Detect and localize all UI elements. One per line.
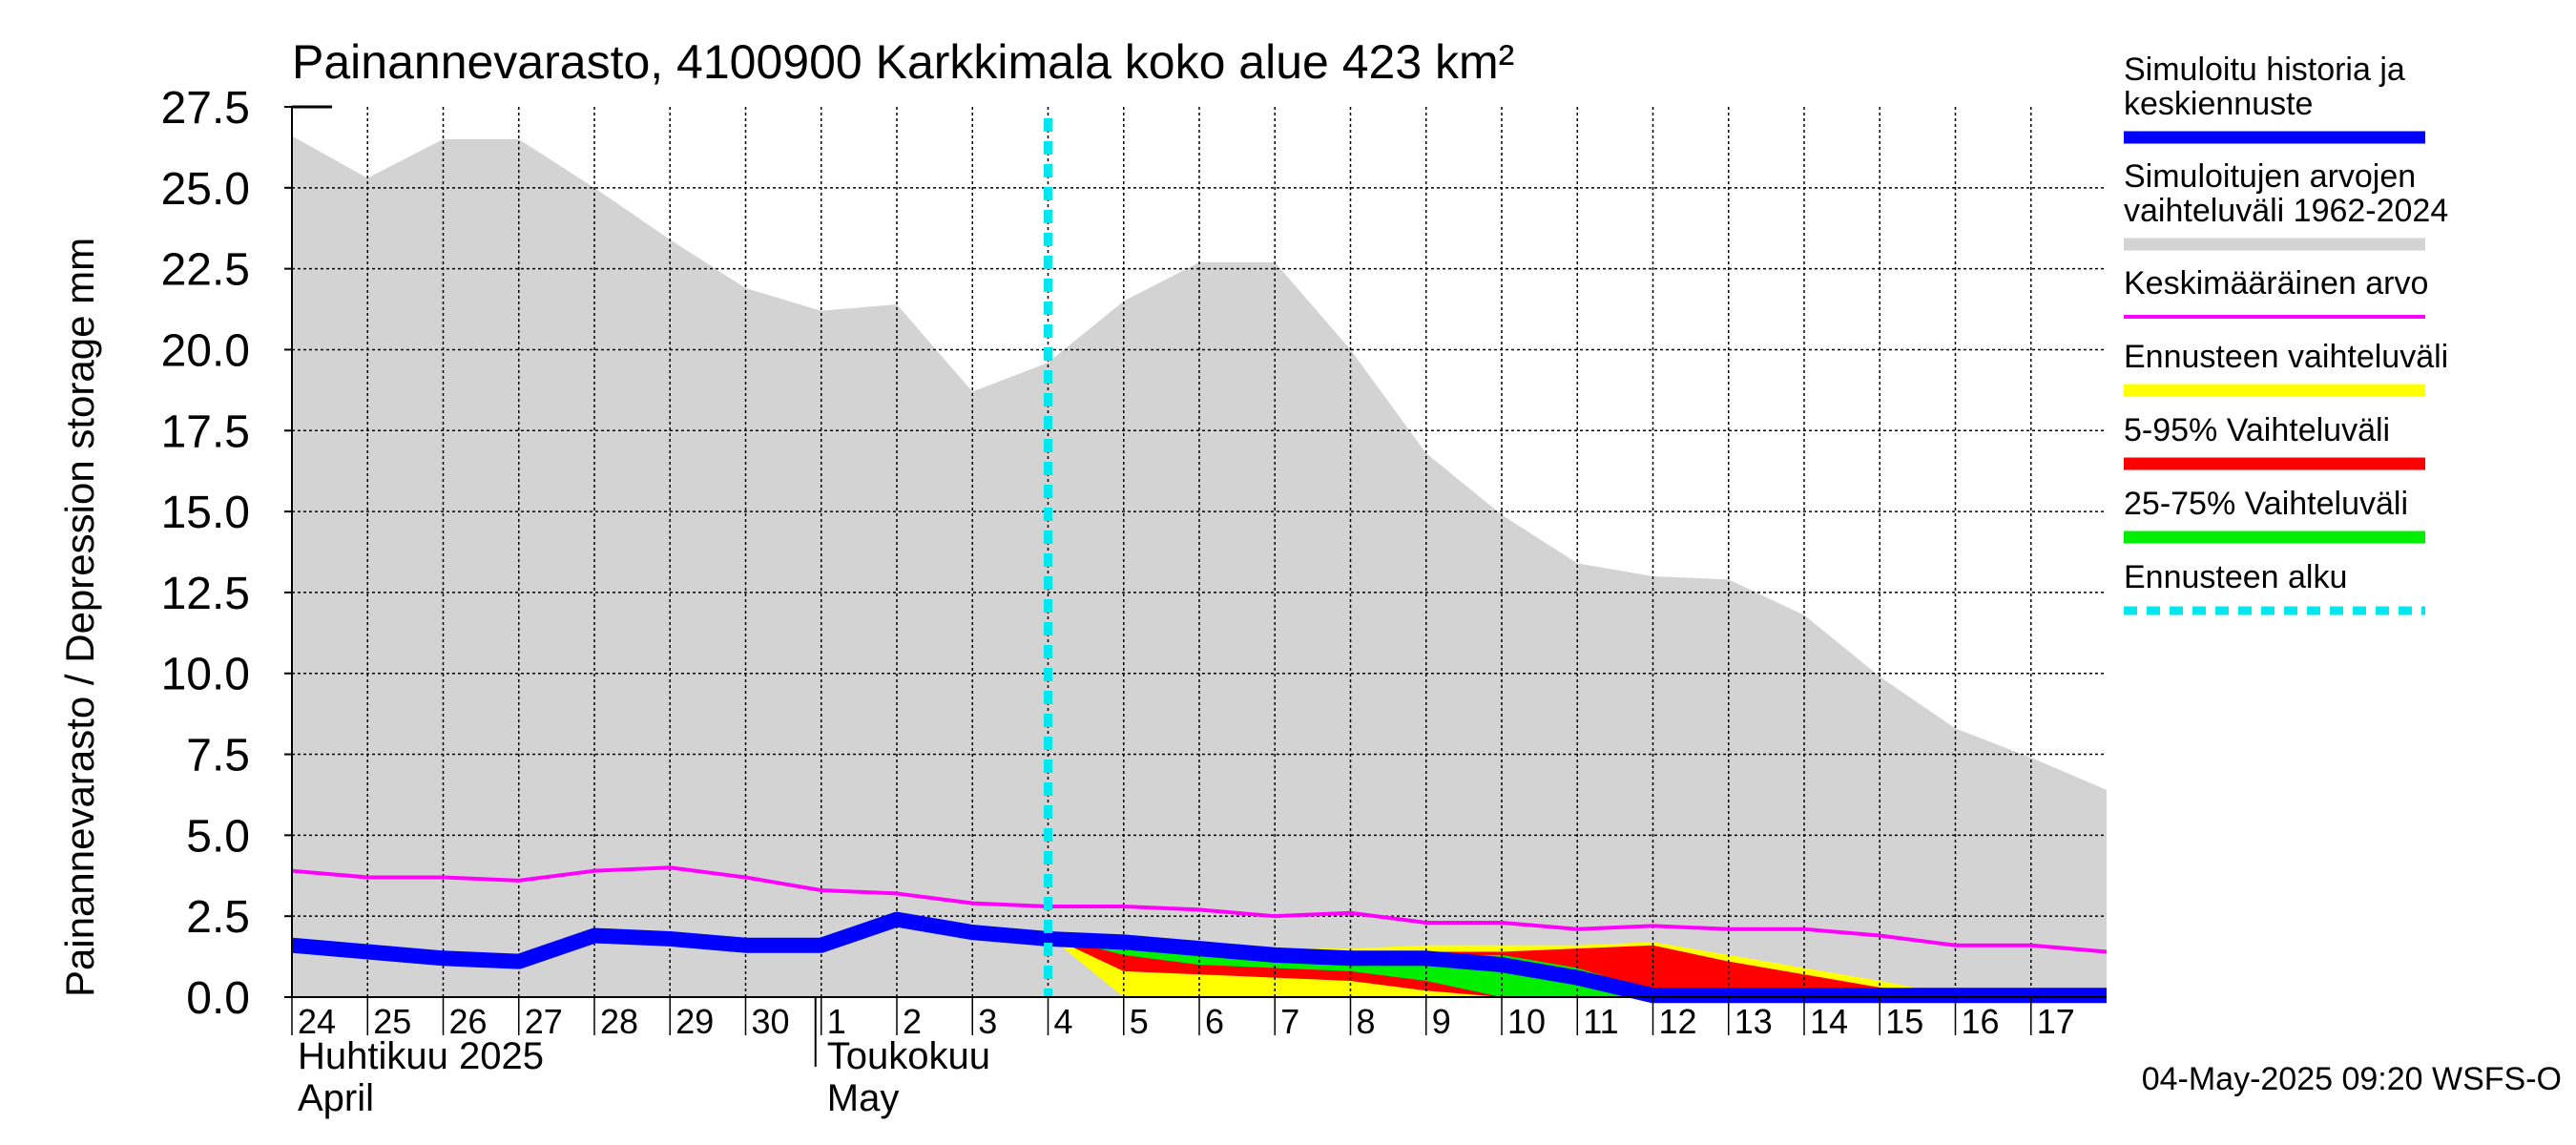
legend-label: Ennusteen alku (2124, 559, 2347, 595)
legend-label: 25-75% Vaihteluväli (2124, 486, 2408, 522)
legend-label: 5-95% Vaihteluväli (2124, 412, 2390, 448)
x-tick-label: 5 (1130, 1002, 1149, 1041)
y-tick-label: 25.0 (161, 164, 250, 215)
x-tick-label: 1 (827, 1002, 846, 1041)
y-tick-label: 27.5 (161, 83, 250, 134)
x-tick-labels: 24 25 26 27 28 29 30 1 2 3 4 5 6 7 8 9 10 11 12 13 14 15 16 17 (291, 997, 2075, 1041)
y-tick-label: 2.5 (186, 892, 250, 943)
x-tick-label: 15 (1885, 1002, 1923, 1041)
y-tick-label: 0.0 (186, 973, 250, 1024)
x-tick-label: 6 (1205, 1002, 1224, 1041)
x-tick-label: 8 (1357, 1002, 1376, 1041)
x-tick-label: 2 (903, 1002, 922, 1041)
footer-timestamp: 04-May-2025 09:20 WSFS-O (2142, 1061, 2562, 1097)
month-label-en: May (827, 1077, 900, 1119)
line-keskim-r-inen-arvo (291, 865, 2108, 954)
legend-item-ennusteen-vaihteluv-li: Ennusteen vaihteluväli (2124, 339, 2448, 397)
x-tick-label: 11 (1583, 1002, 1618, 1041)
y-tick-label: 12.5 (161, 569, 250, 619)
month-label-en: April (298, 1077, 374, 1119)
y-tick-label: 20.0 (161, 325, 250, 376)
plot-area (291, 105, 2108, 1004)
x-tick-label: 10 (1507, 1002, 1546, 1041)
x-tick-label: 7 (1280, 1002, 1299, 1041)
legend-label: Keskimääräinen arvo (2124, 265, 2428, 302)
x-tick-label: 4 (1054, 1002, 1073, 1041)
legend-label: Simuloitu historia ja (2124, 52, 2405, 88)
y-tick-label: 7.5 (186, 731, 250, 781)
x-tick-label: 27 (525, 1002, 563, 1041)
y-tick-label: 10.0 (161, 650, 250, 700)
legend-label: Ennusteen vaihteluväli (2124, 339, 2448, 375)
x-tick-label: 13 (1735, 1002, 1773, 1041)
legend-item-25-75-vaihteluv-li: 25-75% Vaihteluväli (2124, 486, 2425, 544)
legend-item-ennusteen-alku: Ennusteen alku (2124, 559, 2425, 615)
y-tick-labels: 0.0 2.5 5.0 7.5 10.0 12.5 15.0 17.5 20.0 22.5 25.0… (161, 83, 292, 1024)
y-tick-label: 5.0 (186, 811, 250, 862)
x-tick-label: 12 (1659, 1002, 1697, 1041)
x-tick-label: 14 (1810, 1002, 1848, 1041)
grid-lines (292, 107, 2107, 997)
x-tick-label: 16 (1962, 1002, 2000, 1041)
x-tick-label: 26 (449, 1002, 488, 1041)
series-lines (291, 118, 2108, 1004)
month-label-fi: Toukokuu (827, 1035, 990, 1077)
x-tick-label: 24 (298, 1002, 336, 1041)
month-label-fi: Huhtikuu 2025 (298, 1035, 544, 1077)
x-tick-label: 30 (752, 1002, 790, 1041)
y-tick-label: 17.5 (161, 406, 250, 457)
legend-label: vaihteluväli 1962-2024 (2124, 193, 2448, 229)
line-simuloitu-historia-ja-keskiennuste (291, 911, 2107, 1004)
legend-label: keskiennuste (2124, 86, 2313, 122)
x-tick-label: 17 (2037, 1002, 2075, 1041)
legend: Simuloitu historia jakeskiennusteSimuloi… (2124, 52, 2448, 615)
legend-item-5-95-vaihteluv-li: 5-95% Vaihteluväli (2124, 412, 2425, 470)
x-tick-label: 28 (600, 1002, 638, 1041)
legend-label: Simuloitujen arvojen (2124, 158, 2416, 195)
y-tick-label: 22.5 (161, 245, 250, 296)
x-tick-label: 29 (675, 1002, 714, 1041)
y-tick-label: 15.0 (161, 488, 250, 538)
x-tick-label: 3 (978, 1002, 997, 1041)
legend-item-keskim-r-inen-arvo: Keskimääräinen arvo (2124, 265, 2428, 319)
y-axis-label: Painannevarasto / Depression storage mm (57, 238, 102, 997)
x-tick-label: 9 (1432, 1002, 1451, 1041)
chart-title: Painannevarasto, 4100900 Karkkimala koko… (292, 35, 1514, 89)
x-tick-label: 25 (373, 1002, 411, 1041)
